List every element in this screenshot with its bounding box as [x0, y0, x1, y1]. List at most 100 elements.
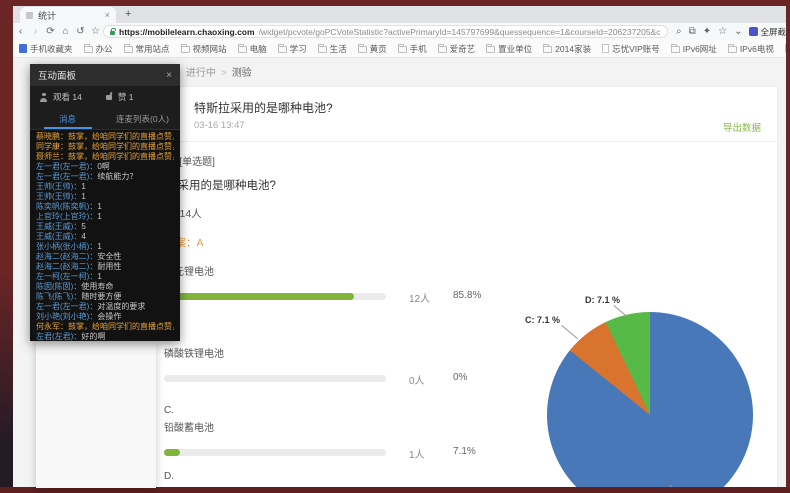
- forward-icon[interactable]: ›: [33, 26, 38, 37]
- favorite-star-icon[interactable]: ☆: [91, 26, 100, 37]
- export-data-link[interactable]: 导出数据: [723, 123, 762, 134]
- panel-stats: 观看 14 赞 1: [30, 86, 180, 108]
- bookmark-item[interactable]: 爱奇艺: [437, 43, 476, 55]
- message-sender: 左一君(左一君)：: [36, 162, 98, 171]
- tab-title: 统计: [38, 10, 57, 21]
- chat-message: 王帅(王帅)：1: [36, 192, 174, 202]
- url-input[interactable]: https://mobilelearn.chaoxing.com /widget…: [103, 25, 668, 38]
- chat-message: 王威(王威)：4: [36, 232, 174, 242]
- option-progress-bar: [164, 375, 386, 382]
- screenshot-icon[interactable]: ⧉: [688, 26, 696, 37]
- panel-tabs: 消息 连麦列表(0人): [30, 108, 180, 130]
- folder-icon: [397, 44, 407, 53]
- chat-message: 蔡晓鹏：鼓掌，给咱同学们的直播点赞，太给力了！: [36, 132, 174, 142]
- bookmark-item[interactable]: 2014家装: [543, 43, 591, 55]
- url-path: /widget/pcvote/goPCVoteStatistic?activeP…: [258, 26, 661, 37]
- chat-message: 何永军：鼓掌，给咱同学们的直播点赞，太给力了！: [36, 322, 174, 332]
- bookmark-item[interactable]: 置业单位: [486, 43, 532, 55]
- breadcrumb-item[interactable]: 进行中: [185, 68, 216, 79]
- question-time: 03-16 13:47: [194, 120, 245, 131]
- message-text: 1: [97, 272, 102, 281]
- chat-message: 陈飞(陈飞)：随时要方便: [36, 292, 174, 302]
- browser-tab[interactable]: 统计 ×: [20, 7, 116, 23]
- chat-message: 上官玲(上官玲)：1: [36, 212, 174, 222]
- bookmark-label: 手机: [409, 43, 427, 54]
- bookmark-label: 生活: [329, 43, 347, 54]
- frame-bottom: [0, 487, 790, 493]
- bookmark-item[interactable]: 忘忧VIP账号: [602, 43, 660, 55]
- bookmark-label: 黄页: [369, 43, 387, 54]
- chat-message: 王帅(王帅)：1: [36, 182, 174, 192]
- bookmark-label: 电脑: [249, 43, 267, 54]
- bookmark-label: 常用站点: [135, 43, 170, 54]
- folder-icon: [486, 44, 496, 53]
- divider: [61, 141, 777, 142]
- option-letter: D.: [164, 471, 174, 482]
- extension-icon: [748, 27, 758, 36]
- bookmark-item[interactable]: 黄页: [357, 43, 387, 55]
- bookmarks-bar: 手机收藏夹 办公 常用站点 视频网站 电脑 学习 生活 黄页 手机 爱奇艺 置业单位 2014家装 忘忧…: [13, 40, 786, 58]
- bookmark-label: IPv6网址: [682, 43, 717, 54]
- folder-icon: [543, 44, 553, 53]
- option-text: 磷酸铁锂电池: [164, 349, 224, 360]
- bookmark-item[interactable]: 办公: [83, 43, 113, 55]
- bookmark-label: 爱奇艺: [449, 43, 476, 54]
- home-icon[interactable]: ⌂: [62, 26, 69, 37]
- message-sender: 张小柄(张小柄)：: [36, 242, 98, 251]
- panel-close-icon[interactable]: ×: [166, 69, 172, 81]
- bookmark-item[interactable]: IPv6网址: [670, 43, 717, 55]
- message-text: 耐用性: [97, 262, 122, 271]
- bookmark-item[interactable]: 手机: [397, 43, 427, 55]
- message-text: 会操作: [97, 312, 122, 321]
- chat-message: 左一君(左一君)：0啊: [36, 162, 174, 172]
- viewers-count: 观看 14: [53, 92, 82, 102]
- tab-close-icon[interactable]: ×: [104, 10, 110, 20]
- folder-icon: [727, 44, 737, 53]
- panel-header[interactable]: 互动面板 ×: [30, 64, 180, 86]
- search-icon[interactable]: ⌕: [676, 26, 682, 37]
- option-vote-percent: 7.1%: [453, 446, 476, 457]
- message-sender: 刘小艳(刘小艳)：: [36, 312, 98, 321]
- message-sender: 王威(王威)：: [36, 222, 82, 231]
- bookmark-item[interactable]: 视频网站: [180, 43, 227, 55]
- reload-icon[interactable]: ⟳: [46, 26, 55, 37]
- bookmark-star-icon[interactable]: ☆: [718, 26, 728, 37]
- chevron-down-icon[interactable]: ⌄: [734, 26, 743, 37]
- tab-bar: 统计 × +: [13, 6, 786, 23]
- bookmark-label: 办公: [95, 43, 113, 54]
- bookmark-item[interactable]: 学习: [277, 43, 307, 55]
- chat-message: 赵海二(赵海二)：耐用性: [36, 262, 174, 272]
- bookmark-item[interactable]: 常用站点: [123, 43, 170, 55]
- bookmark-item[interactable]: 生活: [317, 43, 347, 55]
- panel-tab-mic-list[interactable]: 连麦列表(0人): [116, 113, 169, 124]
- panel-lower-area: [36, 341, 156, 488]
- back-icon[interactable]: ‹: [18, 26, 23, 37]
- praise-message-text: 蔡晓鹏：鼓掌，给咱同学们的直播点赞，太给力了！: [36, 132, 174, 141]
- flash-plugin-icon[interactable]: ✦: [702, 26, 712, 37]
- new-tab-button[interactable]: +: [125, 8, 132, 20]
- bookmark-item[interactable]: 电脑: [237, 43, 267, 55]
- question-type-label: 1.[单选题]: [171, 157, 215, 168]
- message-text: 4: [81, 232, 86, 241]
- chat-message: 聂师兰：鼓掌，给咱同学们的直播点赞，太给力了！: [36, 152, 174, 162]
- option-progress-fill: [164, 449, 180, 456]
- message-sender: 王威(王威)：: [36, 232, 82, 241]
- bookmark-item[interactable]: IPv6电视: [727, 43, 774, 55]
- bookmark-item[interactable]: 手机收藏夹: [19, 43, 73, 55]
- panel-tab-messages[interactable]: 消息: [30, 108, 105, 129]
- fullscreen-extension-button[interactable]: 全屏截图: [748, 26, 790, 38]
- chat-message: 王威(王威)：5: [36, 222, 174, 232]
- chat-message: 刘小艳(刘小艳)：会操作: [36, 312, 174, 322]
- message-sender: 左一君(左一君)：: [36, 172, 98, 181]
- folder-icon: [277, 44, 287, 53]
- message-text: 1: [97, 212, 102, 221]
- breadcrumb-item: 测验: [231, 68, 252, 79]
- message-sender: 王帅(王帅)：: [36, 182, 82, 191]
- bookmark-item[interactable]: PT站: [784, 43, 786, 55]
- message-text: 1: [97, 242, 102, 251]
- message-text: 随时要方便: [81, 292, 122, 301]
- folder-icon: [237, 44, 247, 53]
- message-list[interactable]: 蔡晓鹏：鼓掌，给咱同学们的直播点赞，太给力了！同学康：鼓掌，给咱同学们的直播点赞…: [30, 130, 180, 341]
- history-icon[interactable]: ↺: [76, 26, 85, 37]
- chat-message: 同学康：鼓掌，给咱同学们的直播点赞，太给力了！: [36, 142, 174, 152]
